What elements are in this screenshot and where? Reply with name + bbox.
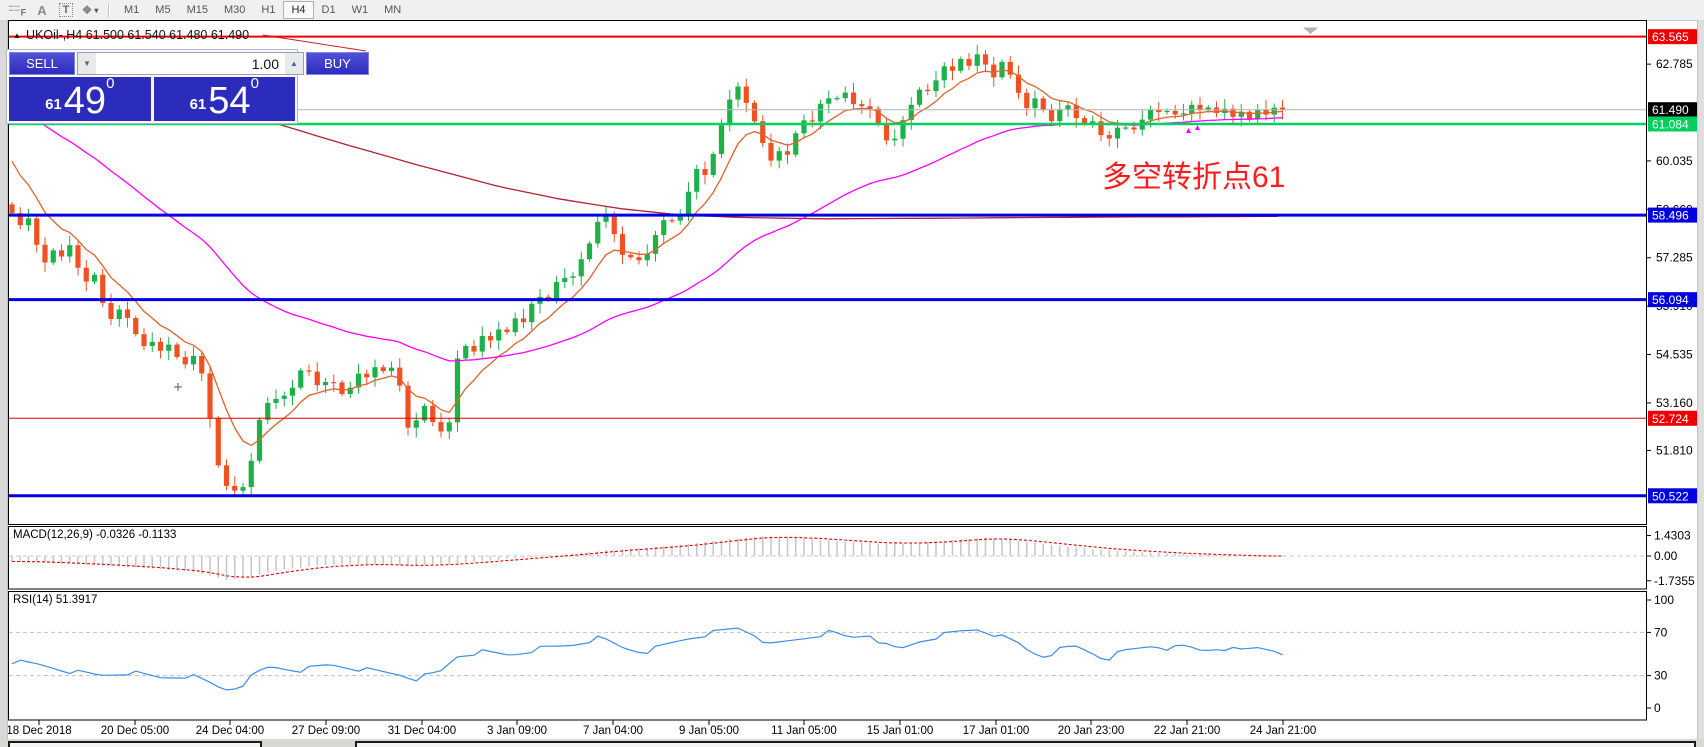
svg-text:60.035: 60.035 [1656,154,1693,168]
svg-text:63.565: 63.565 [1652,30,1689,44]
time-axis[interactable]: 18 Dec 2018 20 Dec 05:00 24 Dec 04:00 27 De… [6,720,1316,737]
timeframe-button-h4[interactable]: H4 [283,1,314,19]
bottom-panel-edge [8,741,262,747]
svg-text:54.535: 54.535 [1656,348,1693,362]
svg-text:24 Dec 04:00: 24 Dec 04:00 [196,725,264,737]
timeframe-button-m1[interactable]: M1 [124,4,140,16]
svg-text:61.490: 61.490 [1652,103,1689,117]
buy-price-display[interactable]: 61 54 0 [153,75,295,121]
price-axis[interactable]: 62.78560.03558.66057.28555.91054.53553.1… [1647,29,1699,715]
volume-decrease-button[interactable]: ▼ [78,53,96,74]
chart-shift-marker[interactable] [1303,27,1318,35]
window-edge-right [1697,20,1704,747]
macd-panel-frame [8,526,1647,590]
svg-text:0.00: 0.00 [1654,549,1678,563]
macd-panel: MACD(12,26,9) -0.0326 -0.1133 [9,529,1646,580]
svg-text:1.4303: 1.4303 [1654,529,1691,543]
sell-price-display[interactable]: 61 49 0 [9,75,151,121]
svg-text:100: 100 [1654,593,1674,607]
svg-text:15 Jan 01:00: 15 Jan 01:00 [867,725,934,737]
dropdown-caret-icon: ▾ [94,5,99,15]
svg-text:30: 30 [1654,669,1668,683]
svg-text:0: 0 [1654,701,1661,715]
svg-text:UKOil-,H4 61.500 61.540 61.48: UKOil-,H4 61.500 61.540 61.480 61.490 [26,28,249,42]
svg-text:11 Jan 05:00: 11 Jan 05:00 [771,725,837,737]
chart-text-annotation: 多空转折点61 [1102,161,1286,194]
svg-text:7 Jan 04:00: 7 Jan 04:00 [583,725,643,737]
svg-text:56.094: 56.094 [1652,293,1689,307]
svg-text:9 Jan 05:00: 9 Jan 05:00 [679,725,739,737]
trade-arrow-marker [1186,128,1191,133]
macd-label: MACD(12,26,9) -0.0326 -0.1133 [13,529,176,541]
svg-text:61.084: 61.084 [1652,118,1689,132]
toolbar-separator [108,3,110,17]
grid-f-icon[interactable]: ┄┄ ┄┄F [8,2,28,18]
window-edge-left [0,20,8,747]
svg-text:▲: ▲ [13,31,21,40]
volume-increase-button[interactable]: ▲ [285,53,303,74]
svg-text:24 Jan 21:00: 24 Jan 21:00 [1250,725,1317,737]
candles-layer [9,44,1286,498]
svg-text:62.785: 62.785 [1656,57,1693,71]
timeframe-button-d1[interactable]: D1 [321,4,336,16]
text-box-icon[interactable]: T [54,1,78,19]
timeframe-button-h1[interactable]: H1 [261,4,276,16]
sell-button[interactable]: SELL [9,52,75,75]
timeframe-button-w1[interactable]: W1 [351,4,369,16]
timeframe-button-m15[interactable]: M15 [186,4,208,16]
font-a-icon[interactable]: A [37,2,47,18]
svg-text:57.285: 57.285 [1656,251,1693,265]
bottom-panel-edge [355,741,1696,747]
timeframe-buttons: M1 M5 M15 M30 H1 H4 D1 W1 MN [116,1,409,19]
chart-title: ▲ UKOil-,H4 61.500 61.540 61.480 61.490 [13,28,249,42]
volume-input[interactable] [96,53,285,74]
macd-signal-line [12,536,1283,578]
svg-text:-1.7355: -1.7355 [1654,574,1695,588]
svg-text:20 Dec 05:00: 20 Dec 05:00 [101,725,169,737]
svg-text:70: 70 [1654,625,1668,639]
svg-text:50.522: 50.522 [1652,489,1689,503]
svg-text:22 Jan 21:00: 22 Jan 21:00 [1154,725,1221,737]
svg-text:27 Dec 09:00: 27 Dec 09:00 [292,725,360,737]
svg-text:20 Jan 23:00: 20 Jan 23:00 [1058,725,1125,737]
timeframe-button-mn[interactable]: MN [384,4,402,16]
rsi-label: RSI(14) 51.3917 [13,594,97,606]
timeframe-button-m5[interactable]: M5 [155,4,171,16]
volume-stepper: ▼ ▲ [77,52,304,75]
rsi-panel-frame [8,591,1647,721]
ma-fast-line [11,69,1283,447]
plus-marker [174,383,182,391]
rsi-panel: RSI(14) 51.3917 [9,594,1646,691]
buy-button[interactable]: BUY [306,52,369,75]
svg-text:52.724: 52.724 [1652,412,1689,426]
rsi-line [11,627,1283,691]
svg-text:51.810: 51.810 [1656,443,1693,457]
trade-arrow-marker [1195,125,1200,130]
svg-text:3 Jan 09:00: 3 Jan 09:00 [487,725,547,737]
svg-text:53.160: 53.160 [1656,396,1693,410]
ma-slow-line [269,121,1278,220]
timeframe-button-m30[interactable]: M30 [223,4,246,16]
toolbar: ┄┄ ┄┄F A T ❖ ▾ M1 M5 M15 M30 H1 H4 D1 W1 MN [0,0,1704,21]
svg-text:18 Dec 2018: 18 Dec 2018 [6,725,71,737]
svg-text:58.496: 58.496 [1652,209,1689,223]
svg-text:31 Dec 04:00: 31 Dec 04:00 [388,725,456,737]
shapes-icon[interactable]: ❖ ▾ [81,3,99,17]
svg-text:17 Jan 01:00: 17 Jan 01:00 [963,725,1030,737]
